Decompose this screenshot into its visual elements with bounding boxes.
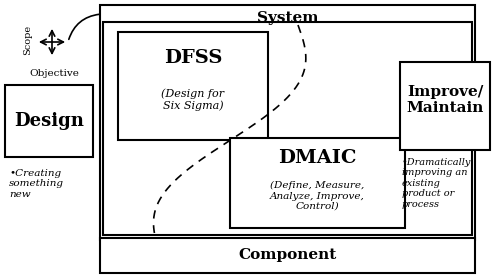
- Bar: [230, 138, 405, 228]
- FancyArrowPatch shape: [69, 14, 99, 39]
- Text: Component: Component: [239, 248, 336, 262]
- Bar: [5, 85, 93, 157]
- Text: (Design for
Six Sigma): (Design for Six Sigma): [162, 89, 225, 111]
- Bar: [103, 22, 472, 235]
- Text: System: System: [257, 11, 318, 25]
- Text: •Creating
something
new: •Creating something new: [9, 169, 64, 199]
- Bar: [100, 238, 475, 273]
- Text: Objective: Objective: [29, 68, 79, 78]
- Text: Scope: Scope: [24, 25, 33, 55]
- Bar: [400, 62, 490, 150]
- Text: Design: Design: [14, 112, 84, 130]
- Text: •Dramatically
improving an
existing
product or
process: •Dramatically improving an existing prod…: [402, 158, 471, 208]
- Bar: [100, 5, 475, 240]
- Text: Improve/
Maintain: Improve/ Maintain: [406, 85, 484, 115]
- Text: DFSS: DFSS: [164, 49, 222, 67]
- Text: DMAIC: DMAIC: [278, 149, 357, 167]
- Bar: [118, 32, 268, 140]
- Text: (Define, Measure,
Analyze, Improve,
Control): (Define, Measure, Analyze, Improve, Cont…: [270, 181, 365, 211]
